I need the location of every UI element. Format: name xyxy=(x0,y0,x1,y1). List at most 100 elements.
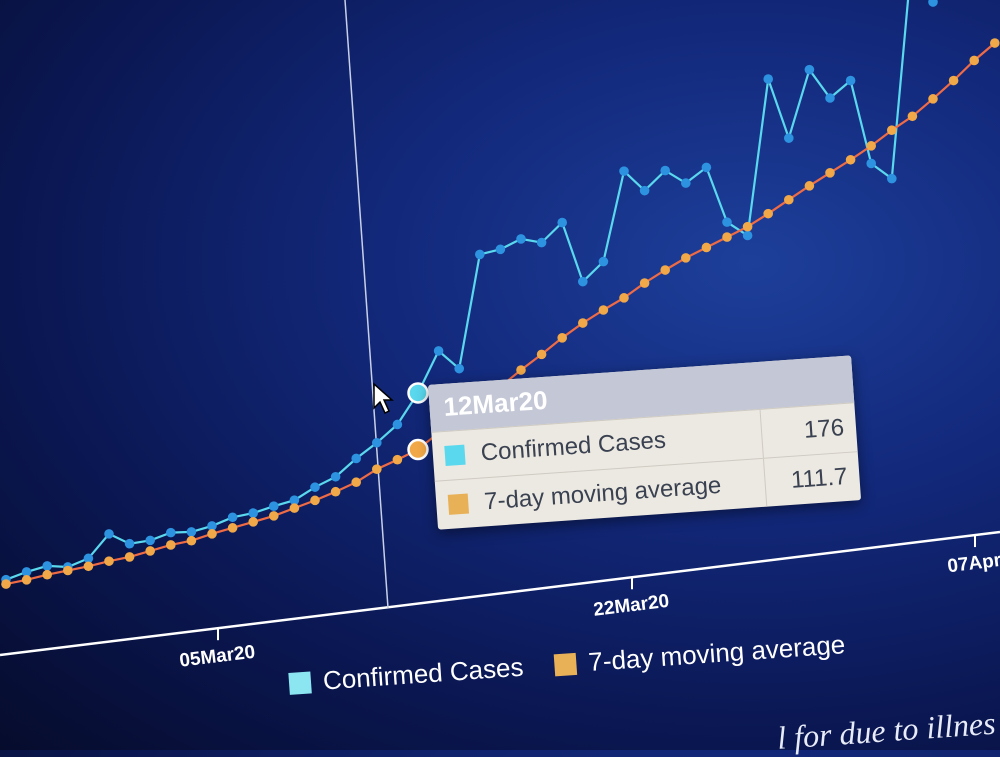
data-point-1-48[interactable] xyxy=(990,38,1000,48)
data-point-1-38[interactable] xyxy=(784,194,794,205)
data-point-0-28[interactable] xyxy=(578,276,588,287)
data-point-0-7[interactable] xyxy=(145,535,155,546)
hover-marker-0[interactable] xyxy=(407,382,429,404)
data-point-0-31[interactable] xyxy=(639,185,650,196)
data-point-0-22[interactable] xyxy=(454,363,465,374)
tooltip-label-average: 7-day moving average xyxy=(483,471,723,516)
data-point-1-44[interactable] xyxy=(907,111,918,122)
data-point-0-13[interactable] xyxy=(269,501,279,511)
data-point-1-7[interactable] xyxy=(145,546,155,556)
legend-confirmed-swatch-icon xyxy=(288,670,312,695)
data-point-1-40[interactable] xyxy=(825,168,835,178)
data-point-1-36[interactable] xyxy=(742,221,753,232)
data-point-0-1[interactable] xyxy=(21,567,32,577)
data-point-1-19[interactable] xyxy=(392,454,403,465)
data-point-1-6[interactable] xyxy=(124,552,135,562)
mouse-pointer-icon xyxy=(373,382,394,415)
data-point-0-32[interactable] xyxy=(660,165,670,176)
data-point-1-25[interactable] xyxy=(516,365,526,375)
confirmed-swatch-icon xyxy=(444,444,466,466)
data-point-0-35[interactable] xyxy=(722,217,732,227)
data-point-0-43[interactable] xyxy=(887,173,897,184)
data-point-0-36[interactable] xyxy=(742,230,753,241)
data-point-1-28[interactable] xyxy=(578,318,588,328)
data-point-0-11[interactable] xyxy=(227,512,238,523)
data-point-0-21[interactable] xyxy=(433,346,444,356)
x-axis-line xyxy=(0,530,1000,657)
data-point-0-18[interactable] xyxy=(372,437,382,448)
data-point-1-43[interactable] xyxy=(887,125,897,135)
data-point-1-8[interactable] xyxy=(166,540,176,550)
legend-average-swatch-icon xyxy=(553,652,578,676)
tooltip-label-confirmed: Confirmed Cases xyxy=(479,426,667,467)
data-point-1-42[interactable] xyxy=(866,141,876,151)
data-point-1-13[interactable] xyxy=(269,511,279,521)
data-point-1-12[interactable] xyxy=(248,517,258,527)
data-point-1-32[interactable] xyxy=(660,265,670,275)
data-point-0-4[interactable] xyxy=(83,553,94,564)
data-point-0-16[interactable] xyxy=(330,471,341,482)
data-point-1-46[interactable] xyxy=(948,75,959,86)
data-point-0-6[interactable] xyxy=(124,538,135,549)
data-point-1-3[interactable] xyxy=(63,565,73,576)
x-tick-label-2: 07Apr xyxy=(946,550,1000,577)
data-point-0-27[interactable] xyxy=(557,217,567,228)
data-point-1-33[interactable] xyxy=(681,253,691,263)
data-point-0-37[interactable] xyxy=(763,74,773,84)
data-point-1-27[interactable] xyxy=(557,333,567,343)
data-point-0-24[interactable] xyxy=(495,244,506,255)
data-point-1-39[interactable] xyxy=(804,181,815,191)
data-point-0-2[interactable] xyxy=(42,561,52,571)
data-point-1-45[interactable] xyxy=(928,94,938,104)
data-point-0-33[interactable] xyxy=(681,178,691,188)
data-point-1-9[interactable] xyxy=(186,535,197,546)
x-tick-label-1: 22Mar20 xyxy=(592,591,670,621)
hover-marker-1[interactable] xyxy=(407,438,429,461)
data-point-1-5[interactable] xyxy=(104,556,114,566)
data-point-1-11[interactable] xyxy=(227,523,238,533)
data-point-0-38[interactable] xyxy=(784,133,794,143)
data-point-1-41[interactable] xyxy=(845,154,856,165)
data-point-0-45[interactable] xyxy=(928,0,938,7)
data-point-1-10[interactable] xyxy=(207,529,217,539)
data-point-1-30[interactable] xyxy=(619,293,629,303)
data-point-1-16[interactable] xyxy=(330,486,341,497)
data-point-1-35[interactable] xyxy=(722,232,732,242)
data-point-1-4[interactable] xyxy=(83,561,94,572)
data-point-0-42[interactable] xyxy=(866,158,876,169)
tooltip-value-confirmed: 176 xyxy=(760,402,858,459)
tooltip-value-average: 111.7 xyxy=(763,451,862,507)
data-point-0-25[interactable] xyxy=(516,234,526,244)
data-point-0-8[interactable] xyxy=(166,527,176,538)
data-point-1-29[interactable] xyxy=(598,305,609,315)
data-point-1-14[interactable] xyxy=(289,503,300,513)
data-point-1-18[interactable] xyxy=(372,464,382,474)
data-point-1-37[interactable] xyxy=(763,208,773,219)
data-point-0-12[interactable] xyxy=(248,508,258,518)
data-point-0-17[interactable] xyxy=(351,453,362,464)
data-point-0-34[interactable] xyxy=(701,162,712,173)
data-point-0-19[interactable] xyxy=(392,419,403,430)
data-point-1-47[interactable] xyxy=(969,55,979,66)
data-point-0-29[interactable] xyxy=(598,256,609,267)
data-point-1-0[interactable] xyxy=(1,579,11,589)
data-point-0-14[interactable] xyxy=(289,495,300,505)
data-point-1-15[interactable] xyxy=(310,495,320,506)
data-point-0-30[interactable] xyxy=(619,166,629,176)
data-point-1-31[interactable] xyxy=(639,278,650,288)
data-point-0-5[interactable] xyxy=(104,529,114,539)
data-point-0-41[interactable] xyxy=(845,75,856,86)
data-point-1-34[interactable] xyxy=(701,242,712,253)
data-point-0-15[interactable] xyxy=(310,482,320,492)
data-point-1-26[interactable] xyxy=(536,349,547,360)
data-point-1-1[interactable] xyxy=(21,575,32,585)
data-point-1-2[interactable] xyxy=(42,569,52,580)
data-point-0-40[interactable] xyxy=(825,93,835,103)
data-point-0-39[interactable] xyxy=(804,64,815,75)
data-point-0-10[interactable] xyxy=(207,521,217,531)
data-point-0-23[interactable] xyxy=(475,249,485,260)
data-point-0-26[interactable] xyxy=(536,237,547,248)
data-point-0-9[interactable] xyxy=(186,527,197,537)
data-point-1-17[interactable] xyxy=(351,477,362,488)
